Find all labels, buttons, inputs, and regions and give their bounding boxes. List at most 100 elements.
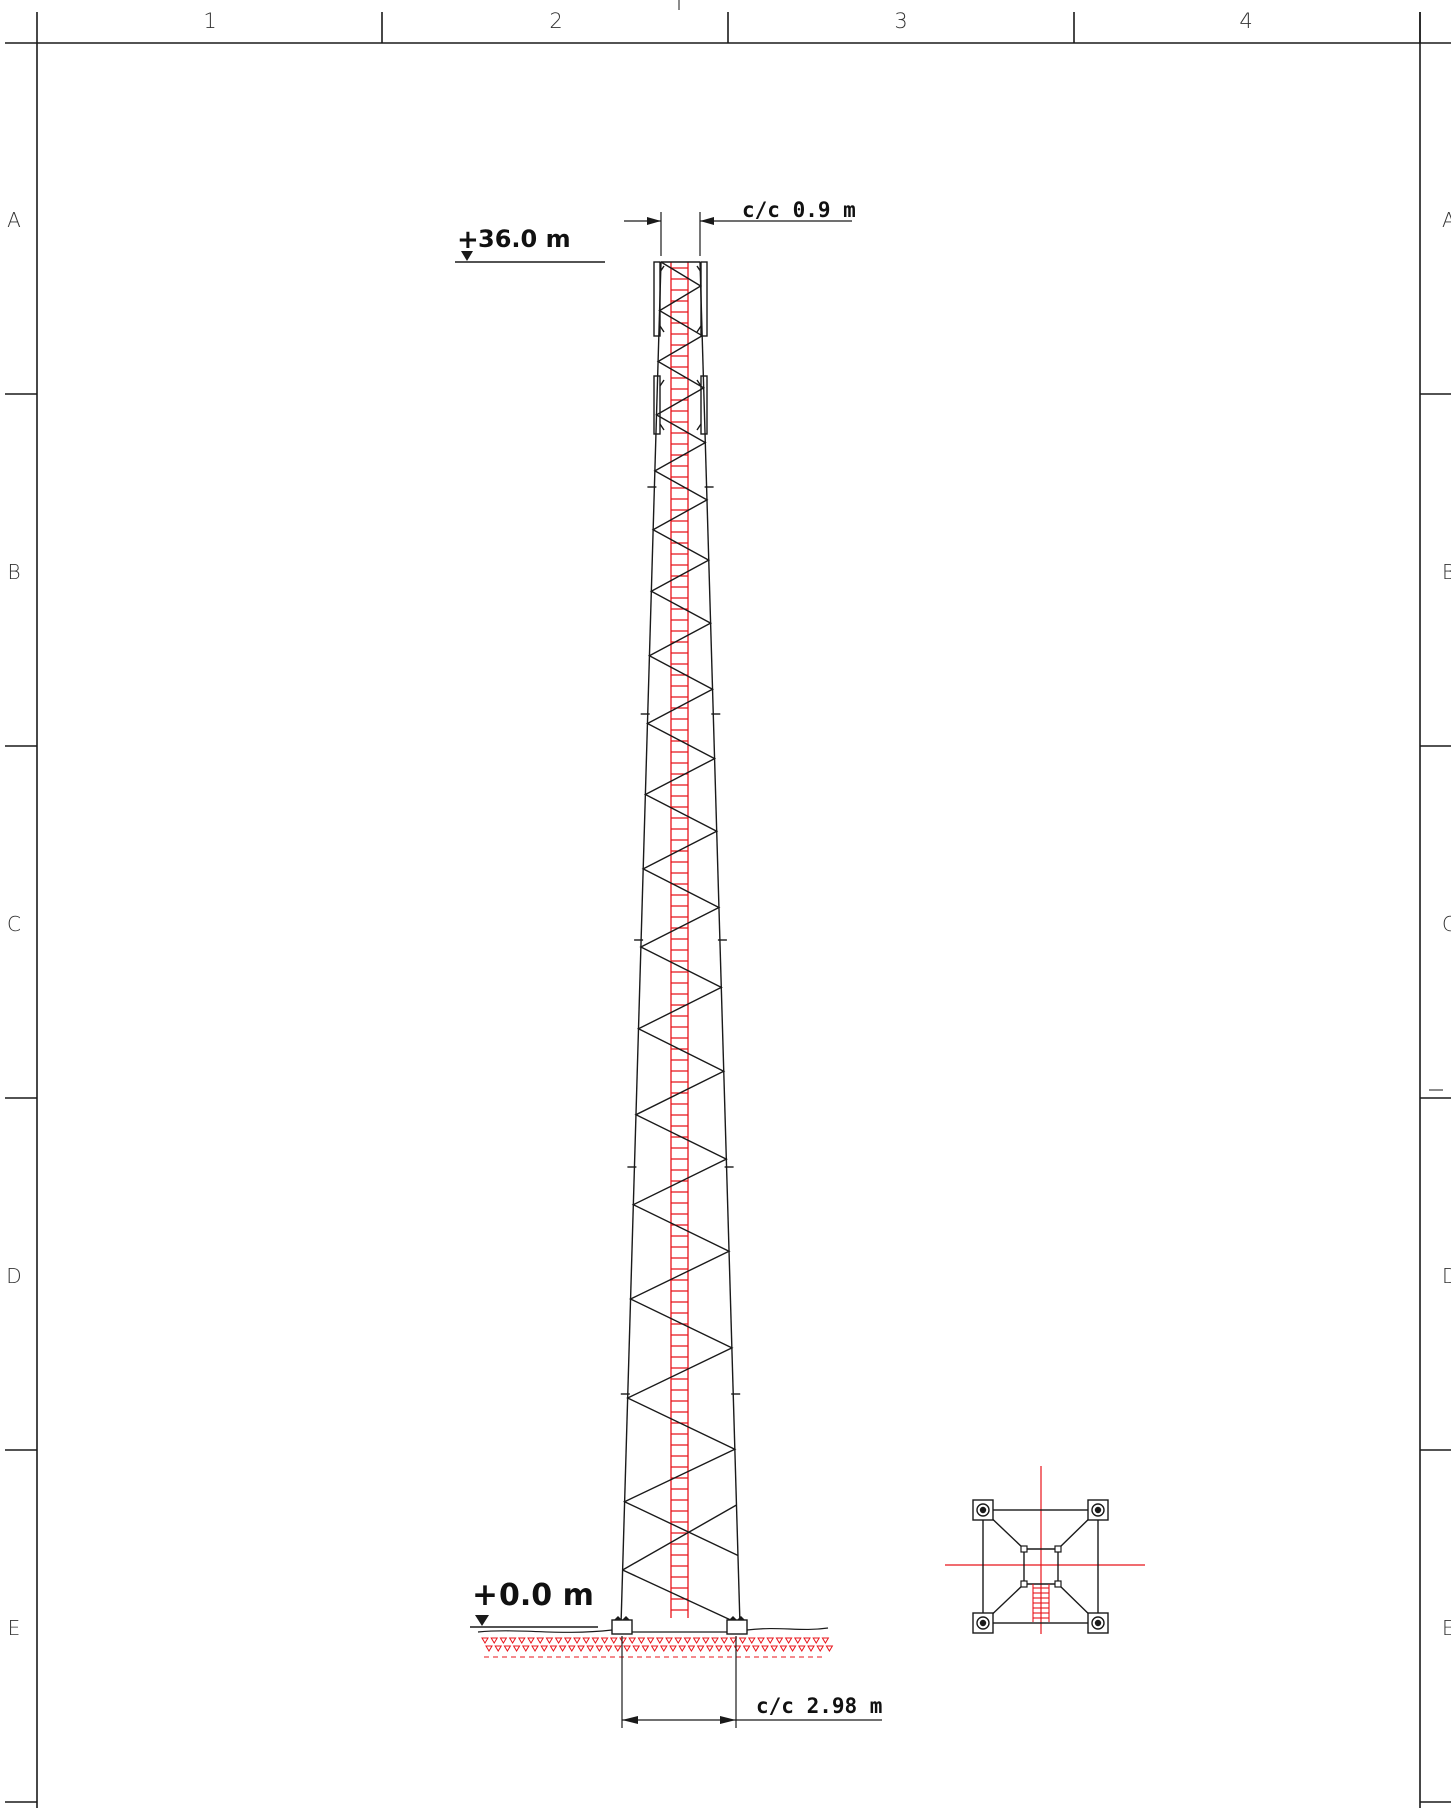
ground-hatch-mark	[720, 1637, 729, 1644]
row-label-b: B	[7, 560, 20, 584]
ground-hatch-mark	[628, 1637, 637, 1644]
ground-hatch-mark	[655, 1637, 664, 1644]
ground-hatch-mark	[609, 1637, 618, 1644]
row-label-a-right: A	[1442, 208, 1451, 232]
base-spacing-dimension	[621, 1636, 882, 1728]
ground-hatch-mark	[591, 1637, 600, 1644]
top-level-label: 36.0 m	[478, 225, 571, 253]
ground-hatch-mark	[821, 1637, 830, 1644]
ground-hatch-mark	[729, 1637, 738, 1644]
row-label-e: E	[8, 1616, 21, 1640]
ground-hatch-mark	[825, 1645, 834, 1652]
ground-hatch-mark	[494, 1645, 503, 1652]
base-plates	[611, 1619, 748, 1635]
ground-hatch-mark	[582, 1637, 591, 1644]
ground-hatch-mark	[669, 1645, 677, 1652]
ground-hatch-mark	[803, 1637, 811, 1644]
top-spacing-arrows	[647, 217, 714, 225]
ground-hatch-mark	[701, 1637, 710, 1644]
ground-hatch-mark	[715, 1645, 723, 1652]
ground-hatch-mark	[604, 1645, 613, 1652]
ground-hatch-mark	[665, 1637, 673, 1644]
top-level-marker	[455, 251, 605, 263]
ground-hatch-mark	[696, 1645, 705, 1652]
tower-structure	[620, 261, 741, 1626]
ground-hatch-mark	[503, 1645, 512, 1652]
ground-hatch-mark	[619, 1637, 627, 1644]
ground-hatch-mark	[775, 1637, 784, 1644]
ground-hatch-mark	[705, 1645, 714, 1652]
ground-line	[477, 1627, 829, 1633]
ground-hatch-mark	[567, 1645, 576, 1652]
ground-hatch-mark	[540, 1645, 549, 1652]
bracing-base-diagonal	[622, 1569, 736, 1623]
ground-hatch-mark	[738, 1637, 747, 1644]
bracing-base-diagonal	[622, 1504, 737, 1571]
ground-hatch-mark	[788, 1645, 797, 1652]
ground-hatch-mark	[558, 1645, 567, 1652]
ground-hatch-mark	[816, 1645, 825, 1652]
ground-hatch-mark	[793, 1637, 802, 1644]
base-spacing-arrows	[622, 1716, 736, 1724]
ground-hatch-mark	[784, 1637, 793, 1644]
ground-hatch-mark	[623, 1645, 631, 1652]
ground-hatch-mark	[751, 1645, 760, 1652]
bracing-zigzag	[622, 261, 739, 1557]
ground-hatch-mark	[637, 1637, 646, 1644]
row-label-e-right: E	[1442, 1616, 1451, 1640]
ground-hatch-mark	[797, 1645, 806, 1652]
row-label-d: D	[6, 1264, 21, 1288]
ground-hatch-mark	[508, 1637, 517, 1644]
row-label-c-right: C	[1442, 912, 1451, 936]
ground-hatch-mark	[807, 1645, 815, 1652]
base-spacing-label: c/c 2.98 m	[756, 1694, 882, 1718]
anchor-bolts	[614, 1616, 745, 1620]
plan-ladder	[1032, 1584, 1050, 1622]
ground-hatch	[481, 1637, 834, 1658]
ground-hatch-mark	[485, 1645, 493, 1652]
ground-hatch-mark	[545, 1637, 554, 1644]
ground-hatch-mark	[563, 1637, 572, 1644]
ground-hatch-mark	[766, 1637, 775, 1644]
ground-hatch-mark	[549, 1645, 558, 1652]
ground-hatch-mark	[674, 1637, 683, 1644]
ground-hatch-mark	[531, 1645, 539, 1652]
ground-hatch-mark	[536, 1637, 545, 1644]
column-label-3: 3	[894, 9, 907, 33]
column-label-1: 1	[203, 9, 216, 33]
plan-axis-lines	[945, 1466, 1145, 1634]
top-spacing-label: c/c 0.9 m	[742, 198, 856, 222]
ground-hatch-mark	[692, 1637, 701, 1644]
top-spacing-dimension	[624, 212, 852, 256]
ground-hatch-mark	[761, 1645, 769, 1652]
ground-hatch-mark	[770, 1645, 779, 1652]
row-label-a: A	[7, 208, 21, 232]
ground-hatch-mark	[812, 1637, 821, 1644]
row-label-d-right: D	[1442, 1264, 1451, 1288]
ground-hatch-mark	[600, 1637, 609, 1644]
ground-hatch-mark	[595, 1645, 604, 1652]
ground-hatch-mark	[779, 1645, 788, 1652]
ground-hatch-mark	[650, 1645, 659, 1652]
ground-hatch-mark	[683, 1637, 692, 1644]
antenna-panels	[653, 261, 708, 435]
base-level-label: 0.0 m	[499, 1578, 594, 1613]
ground-hatch-mark	[747, 1637, 756, 1644]
column-label-2: 2	[549, 9, 562, 33]
ground-hatch-mark	[711, 1637, 719, 1644]
ground-hatch-mark	[646, 1637, 655, 1644]
top-level-plus: +	[457, 225, 479, 255]
drawing-frame	[5, 0, 1451, 1808]
ground-hatch-mark	[517, 1637, 526, 1644]
row-label-c: C	[7, 912, 21, 936]
plan-leg-pads	[972, 1499, 1109, 1634]
ground-hatch-mark	[687, 1645, 696, 1652]
ground-hatch-mark	[521, 1645, 530, 1652]
ground-hatch-mark	[641, 1645, 650, 1652]
base-level-plus: +	[472, 1577, 498, 1613]
base-level-marker	[470, 1615, 598, 1628]
ground-hatch-mark	[757, 1637, 765, 1644]
ground-hatch-mark	[733, 1645, 742, 1652]
ground-hatch-mark	[678, 1645, 687, 1652]
